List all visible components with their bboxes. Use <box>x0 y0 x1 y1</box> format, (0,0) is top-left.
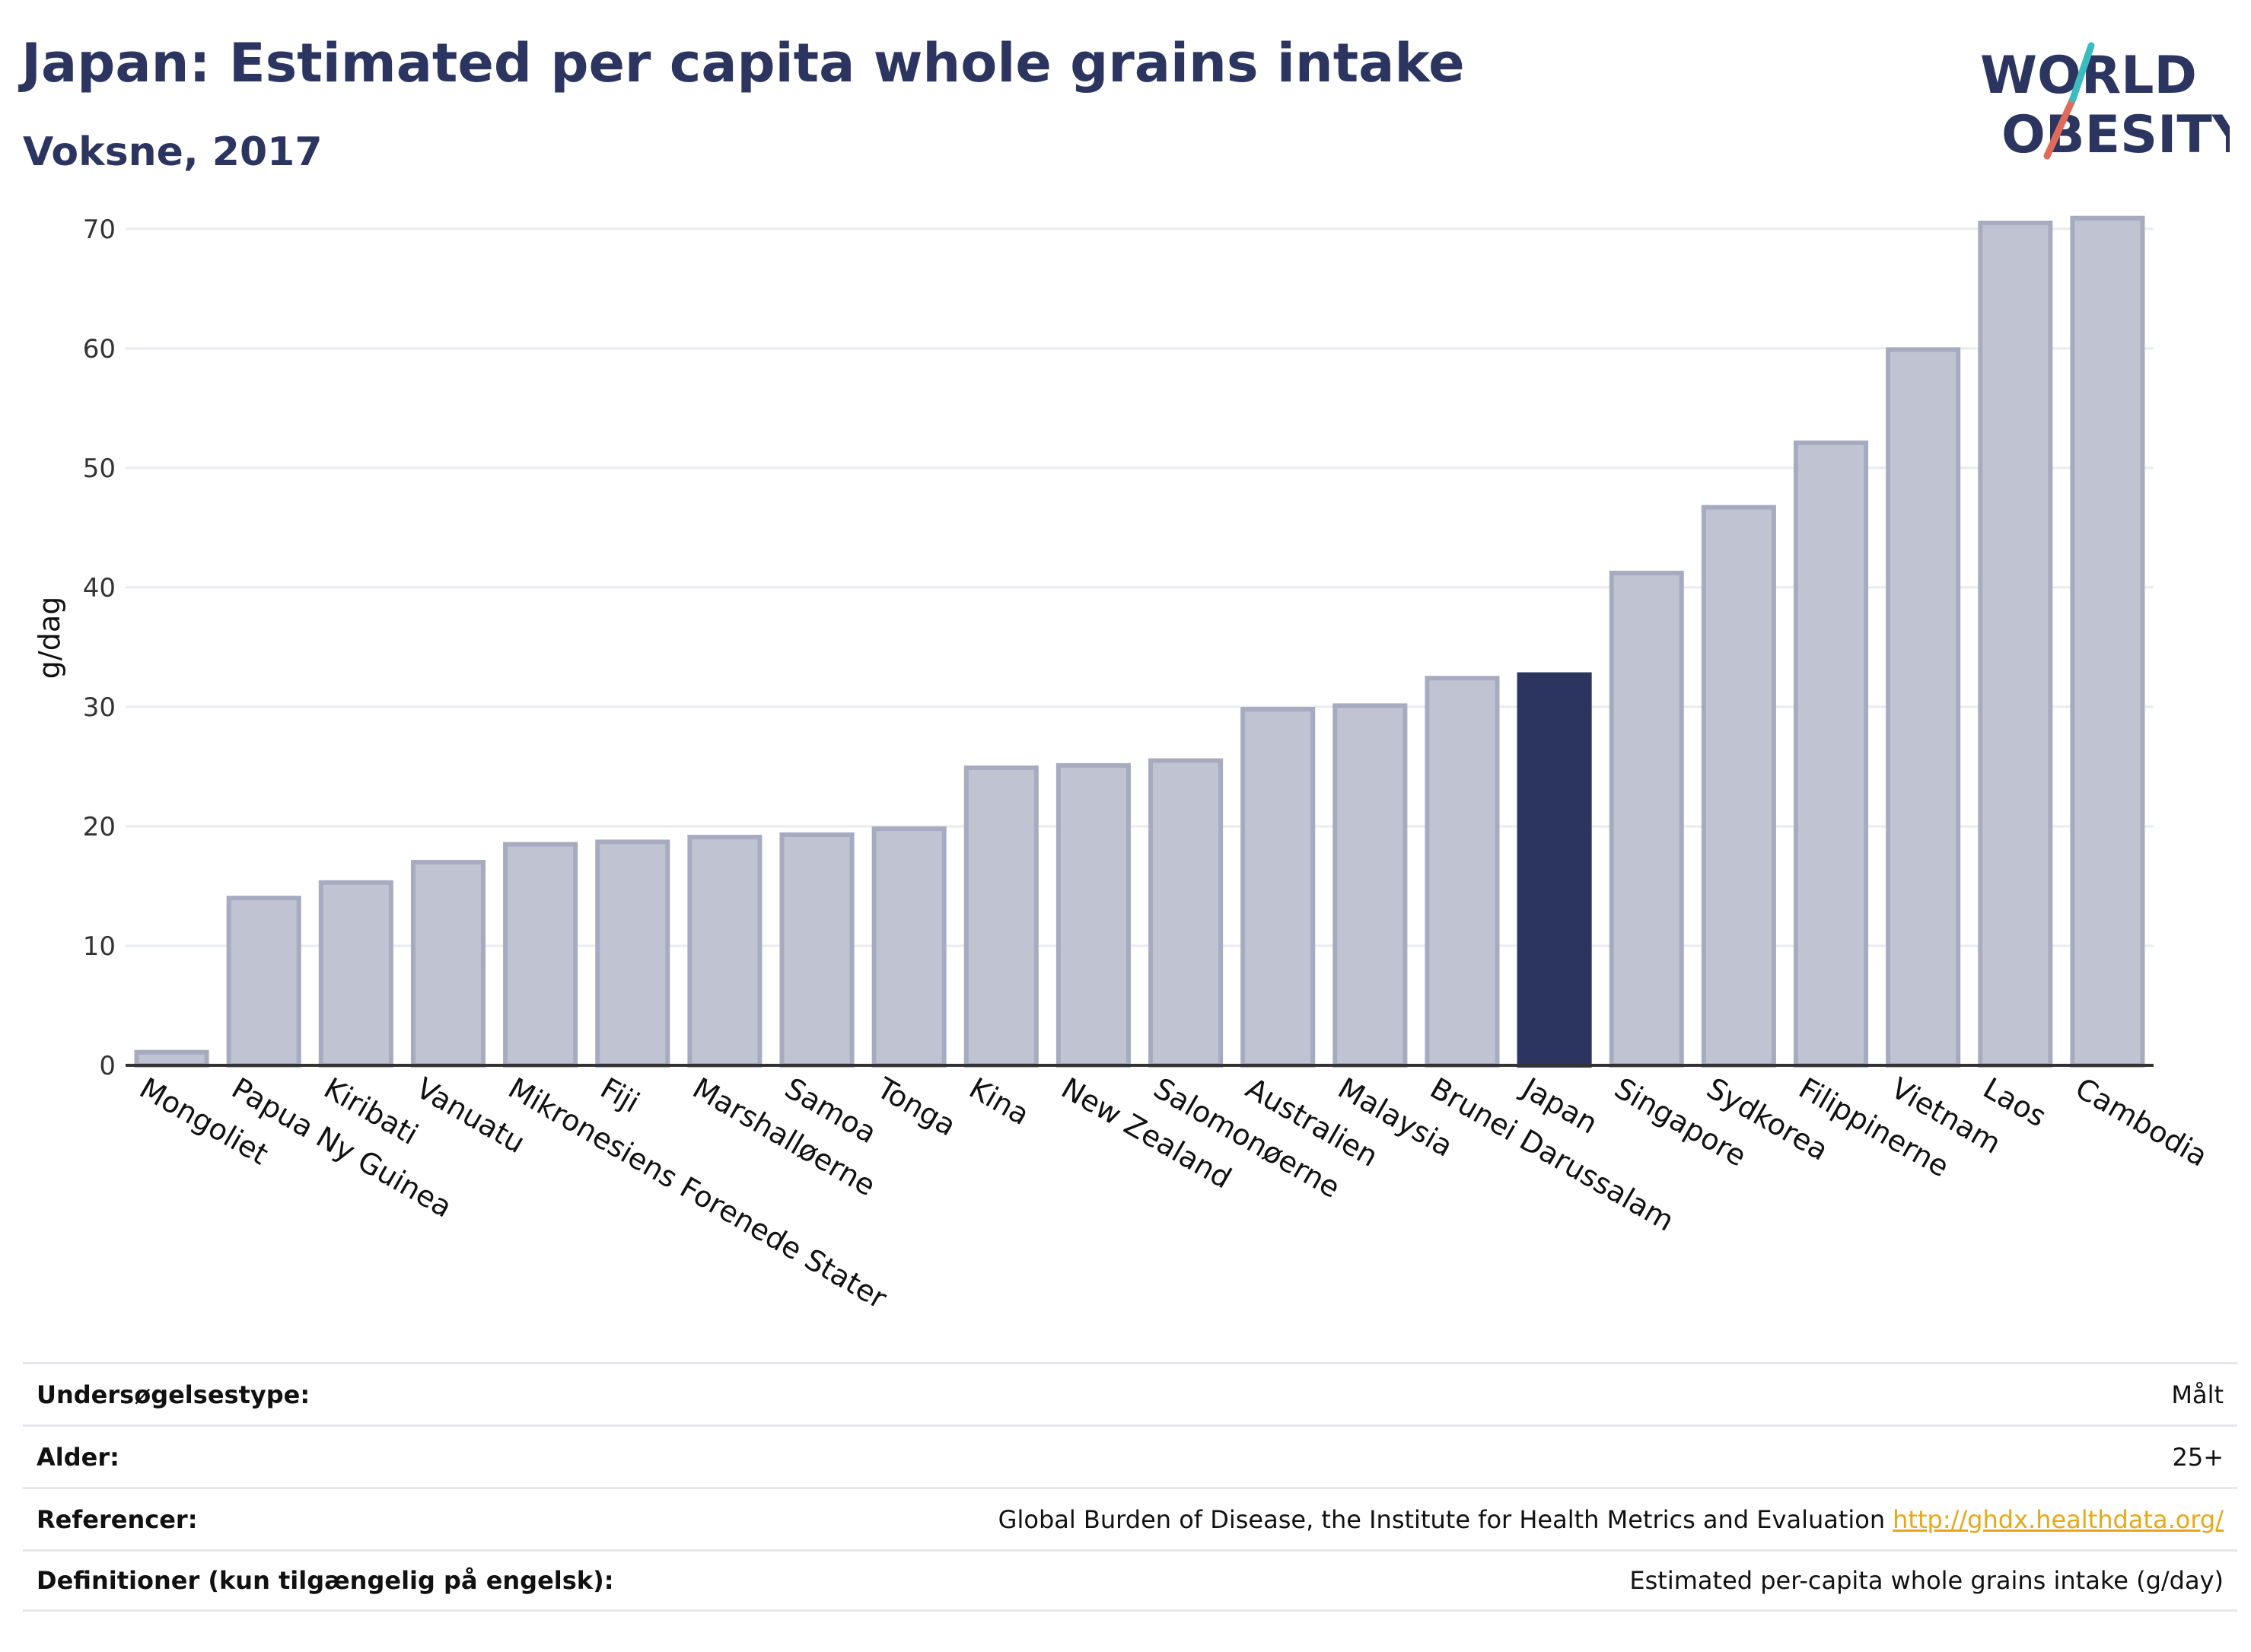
bar-tonga <box>871 826 947 1068</box>
info-value: Målt <box>2171 1380 2224 1409</box>
info-table: Undersøgelsestype: Målt Alder: 25+ Refer… <box>23 1362 2237 1612</box>
y-tick-label: 30 <box>83 692 116 723</box>
bar-japan <box>1517 672 1592 1068</box>
bar-salomonøerne <box>1148 758 1224 1068</box>
chart-title: Japan: Estimated per capita whole grains… <box>21 32 1465 94</box>
y-axis-ticks: 0 10 20 30 40 50 60 70 <box>83 215 116 1081</box>
bar-malaysia <box>1332 703 1408 1068</box>
x-tick-label: Fiji <box>595 1071 645 1119</box>
logo-slash-teal <box>2069 42 2095 103</box>
bars <box>134 215 2145 1068</box>
bar-new-zealand <box>1055 762 1131 1068</box>
y-axis-label: g/dag <box>33 597 66 679</box>
reference-link[interactable]: http://ghdx.healthdata.org/ <box>1893 1504 2224 1534</box>
bar-filippinerne <box>1793 440 1869 1068</box>
y-tick-label: 0 <box>99 1051 116 1081</box>
bar-samoa <box>779 832 855 1068</box>
info-value: Global Burden of Disease, the Institute … <box>998 1504 1886 1534</box>
logo-line2: OBESITY <box>2001 105 2230 165</box>
bar-kiribati <box>318 880 393 1068</box>
y-tick-label: 50 <box>83 454 116 484</box>
bar-australien <box>1240 707 1316 1068</box>
y-tick-label: 70 <box>83 215 116 245</box>
bar-singapore <box>1609 571 1684 1068</box>
info-label: Referencer: <box>37 1504 198 1534</box>
bar-mongoliet <box>134 1049 209 1068</box>
logo-slash-red <box>2043 95 2077 160</box>
world-obesity-logo: WORLD OBESITY <box>1980 42 2230 165</box>
y-tick-label: 60 <box>83 334 116 364</box>
bar-mikronesiens-forenede-stater <box>503 842 578 1068</box>
bar-papua-ny-guinea <box>226 896 301 1068</box>
info-value-wrap: Global Burden of Disease, the Institute … <box>998 1505 2224 1534</box>
info-label: Alder: <box>37 1442 119 1472</box>
x-tick-label: Cambodia <box>2070 1071 2213 1173</box>
info-value: Estimated per-capita whole grains intake… <box>1629 1566 2224 1595</box>
info-value: 25+ <box>2172 1442 2224 1472</box>
x-tick-label: Tonga <box>871 1071 961 1142</box>
y-tick-label: 20 <box>83 812 116 842</box>
info-row-survey-type: Undersøgelsestype: Målt <box>23 1362 2237 1424</box>
info-label: Undersøgelsestype: <box>37 1380 310 1409</box>
bar-vanuatu <box>410 860 486 1068</box>
chart-subtitle: Voksne, 2017 <box>23 129 323 175</box>
bar-fiji <box>595 839 670 1068</box>
bar-brunei-darussalam <box>1425 676 1500 1068</box>
info-row-definitions: Definitioner (kun tilgængelig på engelsk… <box>23 1549 2237 1612</box>
y-tick-label: 10 <box>83 931 116 962</box>
bar-sydkorea <box>1701 505 1776 1068</box>
bar-laos <box>1978 220 2053 1068</box>
info-row-references: Referencer: Global Burden of Disease, th… <box>23 1487 2237 1549</box>
bar-marshalløerne <box>687 835 763 1068</box>
bar-vietnam <box>1886 347 1961 1068</box>
info-row-age: Alder: 25+ <box>23 1424 2237 1487</box>
bar-cambodia <box>2070 215 2145 1068</box>
info-label: Definitioner (kun tilgængelig på engelsk… <box>37 1566 614 1595</box>
bar-kina <box>963 766 1039 1068</box>
y-tick-label: 40 <box>83 573 116 603</box>
x-tick-label: Kina <box>963 1071 1035 1132</box>
